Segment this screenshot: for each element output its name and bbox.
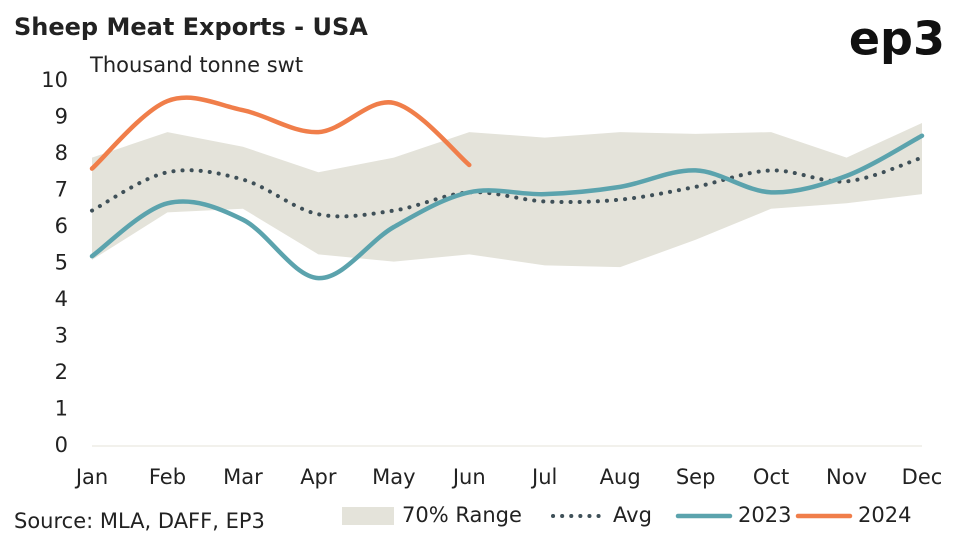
legend-label: 2023 <box>738 503 791 527</box>
x-tick-label: Nov <box>826 465 867 489</box>
y-tick-label: 2 <box>55 360 68 384</box>
x-tick-label: Jul <box>530 465 557 489</box>
y-tick-label: 10 <box>41 68 68 92</box>
legend-swatch <box>342 507 394 525</box>
x-tick-label: Jan <box>74 465 108 489</box>
y-tick-label: 6 <box>55 214 68 238</box>
y-tick-label: 3 <box>55 324 68 348</box>
legend-label: Avg <box>613 503 652 527</box>
x-tick-label: Aug <box>600 465 641 489</box>
y-tick-label: 5 <box>55 251 68 275</box>
chart-title: Sheep Meat Exports - USA <box>14 13 368 41</box>
legend-label: 70% Range <box>402 503 522 527</box>
legend-label: 2024 <box>858 503 911 527</box>
series-line <box>90 155 924 219</box>
series-line <box>89 133 925 281</box>
y-axis-label: Thousand tonne swt <box>89 53 303 77</box>
y-tick-label: 7 <box>55 178 68 202</box>
x-tick-label: Jun <box>451 465 486 489</box>
y-tick-label: 9 <box>55 105 68 129</box>
source: Source: MLA, DAFF, EP3 <box>14 509 265 533</box>
x-tick-label: Dec <box>902 465 943 489</box>
y-tick-label: 1 <box>55 397 68 421</box>
y-tick-label: 4 <box>55 287 68 311</box>
y-tick-label: 8 <box>55 141 68 165</box>
logo: ep3 <box>849 12 945 66</box>
x-tick-label: Feb <box>149 465 186 489</box>
y-tick-label: 0 <box>55 433 68 457</box>
x-tick-label: May <box>372 465 415 489</box>
x-tick-label: Apr <box>300 465 337 489</box>
x-tick-label: Sep <box>676 465 716 489</box>
series-line <box>89 95 472 171</box>
x-tick-label: Mar <box>223 465 263 489</box>
x-tick-label: Oct <box>753 465 789 489</box>
